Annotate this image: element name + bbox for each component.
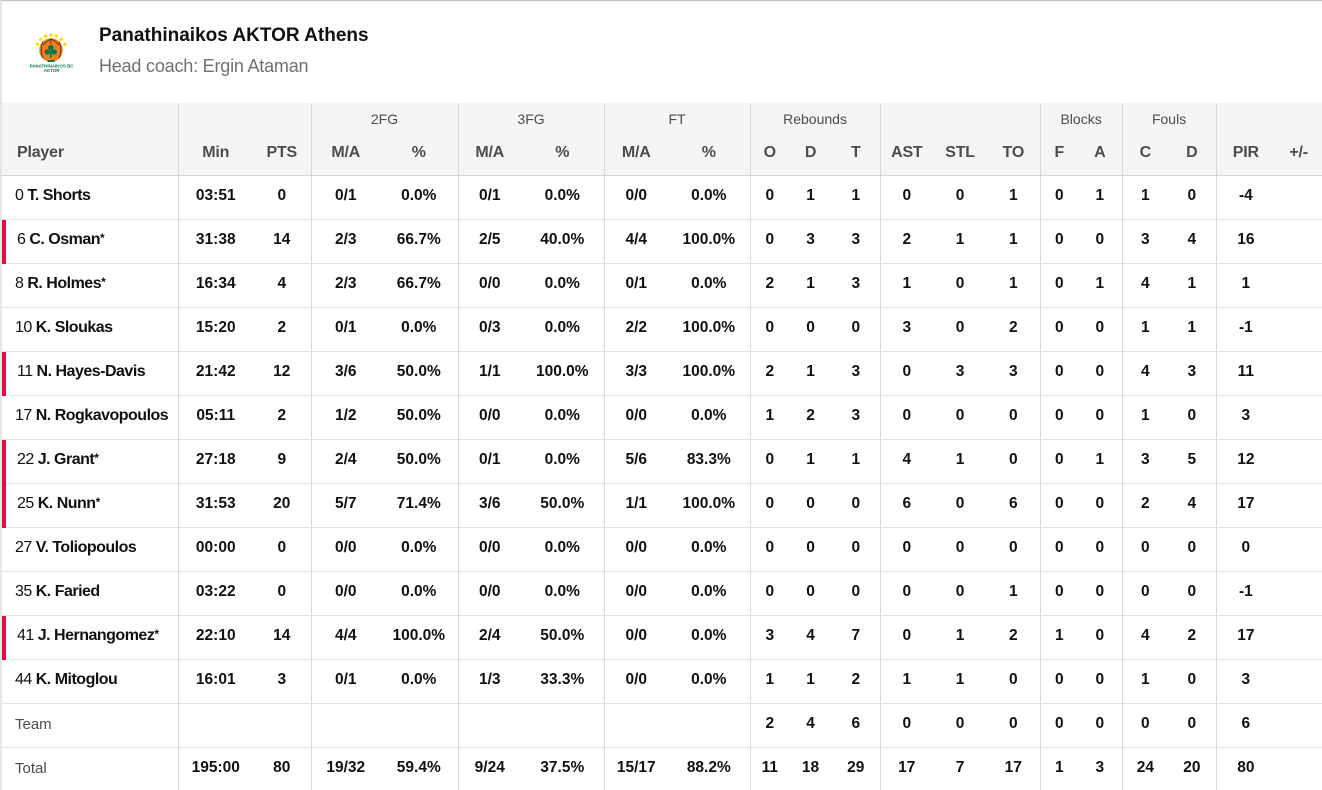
svg-text:PANATHINAIKOS BC: PANATHINAIKOS BC	[30, 63, 73, 68]
svg-text:AKTOR: AKTOR	[44, 68, 61, 73]
